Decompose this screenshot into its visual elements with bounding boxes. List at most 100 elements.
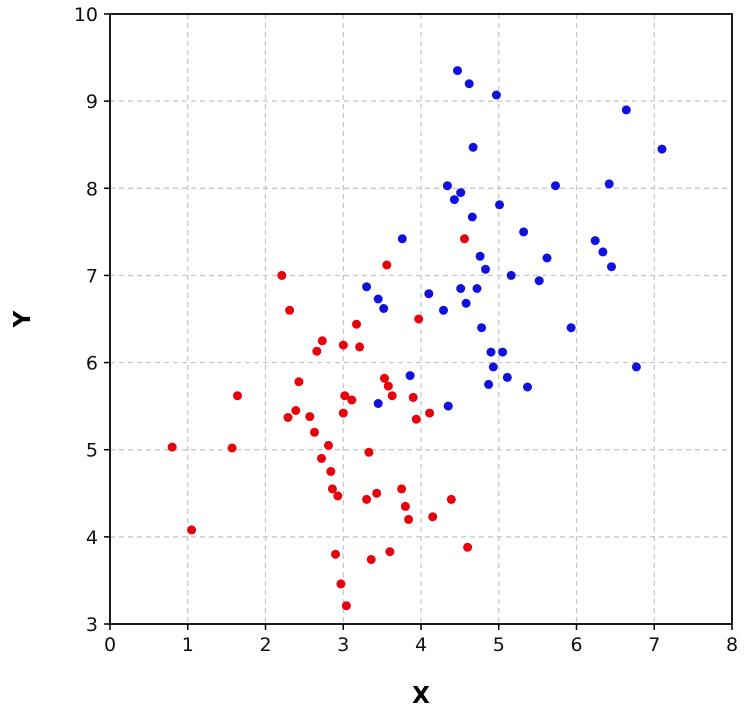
data-point-class-red: [326, 467, 336, 476]
data-point-class-blue: [604, 179, 614, 189]
data-point-class-red: [382, 260, 392, 270]
data-point-class-blue: [379, 304, 389, 313]
y-tick-label: 7: [86, 265, 98, 287]
data-point-class-blue: [468, 142, 478, 152]
y-axis-label: Y: [10, 310, 36, 328]
data-point-class-blue: [519, 227, 529, 237]
data-point-class-blue: [456, 284, 466, 293]
data-point-class-red: [336, 579, 346, 589]
data-point-class-red: [331, 549, 340, 559]
y-tick-label: 10: [74, 4, 98, 26]
x-tick-label: 4: [415, 634, 427, 656]
data-point-class-red: [341, 601, 351, 611]
y-tick-label: 5: [86, 440, 98, 462]
x-tick-label: 1: [182, 634, 194, 656]
data-point-class-red: [352, 319, 361, 329]
data-point-class-blue: [467, 212, 477, 222]
data-point-class-red: [285, 305, 295, 315]
data-point-class-blue: [523, 382, 532, 392]
data-point-class-red: [364, 447, 374, 457]
x-axis-label: X: [412, 683, 430, 709]
data-point-class-red: [187, 525, 197, 535]
data-point-class-red: [340, 391, 350, 401]
data-point-class-red: [277, 270, 287, 280]
data-point-class-red: [338, 340, 348, 350]
data-point-class-red: [355, 342, 365, 352]
y-tick-label: 6: [86, 353, 98, 375]
data-point-class-red: [408, 392, 418, 402]
y-tick-label: 8: [86, 178, 98, 200]
data-point-class-red: [383, 381, 393, 391]
data-point-class-blue: [551, 181, 560, 191]
y-tick-label: 9: [86, 91, 98, 113]
data-point-class-red: [372, 488, 382, 498]
tick-layer: [104, 13, 733, 630]
data-point-class-red: [317, 453, 326, 463]
x-tick-label: 8: [726, 634, 738, 656]
x-tick-label: 2: [259, 634, 271, 656]
data-point-class-blue: [488, 362, 498, 372]
data-point-class-blue: [456, 188, 466, 198]
data-point-class-red: [380, 373, 389, 383]
data-point-class-blue: [405, 371, 415, 381]
data-point-class-red: [294, 377, 304, 387]
data-point-class-red: [233, 391, 242, 401]
data-point-class-red: [227, 443, 237, 453]
data-point-class-red: [428, 512, 438, 522]
data-point-class-blue: [477, 323, 487, 333]
data-point-class-red: [387, 391, 397, 401]
data-point-class-red: [327, 484, 337, 494]
data-point-class-blue: [495, 200, 504, 210]
data-point-class-blue: [491, 90, 501, 100]
data-point-class-blue: [442, 181, 452, 191]
data-point-class-blue: [373, 294, 383, 304]
data-point-class-blue: [424, 289, 434, 299]
data-point-class-blue: [657, 144, 667, 154]
data-point-class-blue: [486, 347, 496, 357]
data-point-class-blue: [472, 284, 482, 293]
data-point-class-red: [414, 314, 424, 324]
data-point-class-red: [333, 491, 343, 501]
x-tick-label: 7: [648, 634, 660, 656]
data-point-class-red: [404, 514, 414, 524]
data-point-class-red: [305, 412, 315, 422]
data-point-class-red: [317, 336, 327, 346]
data-points-layer: [167, 66, 667, 611]
data-point-class-red: [324, 440, 333, 450]
data-point-class-red: [283, 413, 293, 422]
data-point-class-red: [397, 484, 407, 494]
data-point-class-blue: [607, 262, 616, 272]
grid-layer: [110, 14, 732, 624]
data-point-class-blue: [362, 282, 372, 292]
data-point-class-blue: [631, 362, 641, 372]
data-point-class-blue: [453, 66, 462, 76]
data-point-class-blue: [502, 372, 512, 382]
data-point-class-blue: [373, 399, 383, 408]
data-point-class-blue: [484, 379, 494, 389]
data-point-class-blue: [464, 79, 474, 89]
data-point-class-red: [167, 442, 177, 452]
data-point-class-blue: [506, 270, 516, 280]
data-point-class-red: [411, 414, 421, 424]
data-point-class-red: [425, 408, 435, 418]
data-point-class-red: [463, 542, 473, 552]
x-tick-label: 6: [570, 634, 582, 656]
data-point-class-red: [291, 406, 301, 415]
data-point-class-red: [347, 395, 357, 405]
data-point-class-red: [362, 494, 372, 504]
data-point-class-red: [400, 501, 410, 511]
y-tick-label: 3: [86, 614, 98, 636]
data-point-class-red: [385, 547, 395, 557]
data-point-class-blue: [542, 253, 552, 263]
data-point-class-blue: [481, 264, 490, 274]
data-point-class-blue: [590, 236, 600, 246]
x-tick-label: 3: [337, 634, 349, 656]
data-point-class-blue: [566, 323, 576, 333]
data-point-class-blue: [534, 276, 544, 286]
data-point-class-blue: [598, 247, 608, 257]
data-point-class-red: [366, 555, 376, 564]
data-point-class-blue: [461, 298, 471, 308]
data-point-class-blue: [621, 105, 631, 115]
x-tick-label: 5: [493, 634, 505, 656]
